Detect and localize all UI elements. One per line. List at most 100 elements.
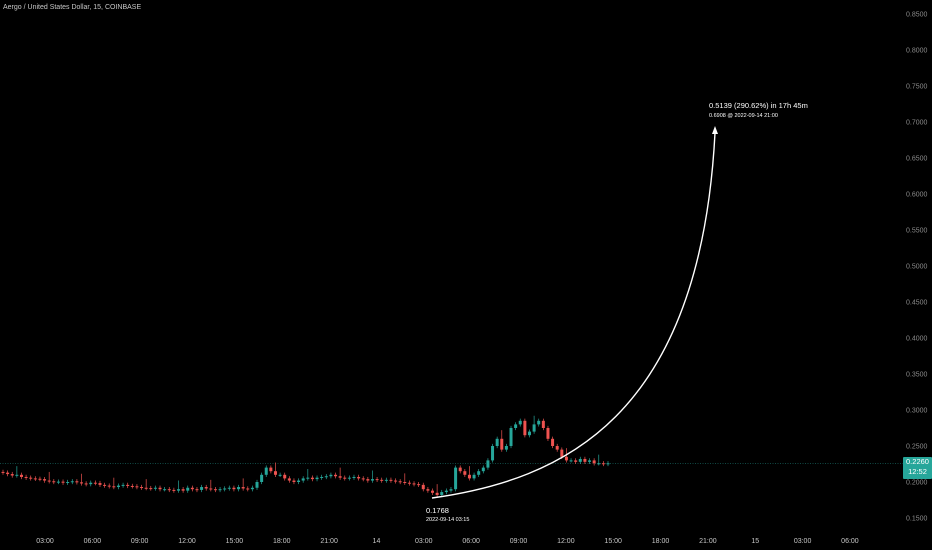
candle-body <box>578 458 582 462</box>
candle-body <box>297 480 301 482</box>
candle-body <box>444 490 448 493</box>
candle-body <box>454 467 458 490</box>
candle-body <box>89 482 93 485</box>
candle-body <box>283 474 287 479</box>
candle-body <box>176 489 180 491</box>
candle-body <box>167 489 171 491</box>
candle-body <box>555 446 559 450</box>
candle-body <box>375 479 379 481</box>
x-tick-label: 09:00 <box>131 538 149 545</box>
candle-body <box>431 490 435 493</box>
x-tick-label: 15:00 <box>604 538 622 545</box>
candle-body <box>472 474 476 479</box>
y-tick-label: 0.3000 <box>906 408 928 415</box>
candle-body <box>310 477 314 480</box>
candle-body <box>107 485 111 487</box>
candle-body <box>491 446 495 461</box>
candle-body <box>43 479 47 481</box>
candle-body <box>384 479 388 481</box>
x-tick-label: 12:00 <box>178 538 196 545</box>
candle-body <box>33 478 37 480</box>
candle-body <box>29 477 33 479</box>
candle-body <box>574 460 578 462</box>
candle-body <box>116 485 120 488</box>
candle-body <box>500 438 504 450</box>
candle-body <box>514 424 518 428</box>
x-tick-label: 09:00 <box>510 538 528 545</box>
x-axis: 03:00 06:00 09:00 12:00 15:00 18:00 21:00 14 03:… <box>36 538 859 545</box>
candle-body <box>306 477 310 479</box>
candle-body <box>112 486 116 488</box>
last-price-badge: 0.2260 12:52 <box>903 457 932 479</box>
candle-body <box>329 474 333 477</box>
bar-countdown: 12:52 <box>908 467 927 476</box>
candle-body <box>172 489 176 491</box>
candle-body <box>273 471 277 475</box>
candle-body <box>1 471 5 473</box>
candle-body <box>163 489 167 491</box>
candle-body <box>223 488 227 490</box>
candle-body <box>260 474 264 482</box>
candle-body <box>287 478 291 481</box>
candle-body <box>204 487 208 489</box>
candle-body <box>130 485 134 487</box>
candle-body <box>357 476 361 479</box>
x-tick-label: 15:00 <box>226 538 244 545</box>
candle-body <box>56 481 60 483</box>
candle-body <box>269 467 273 472</box>
candle-body <box>213 489 217 491</box>
y-tick-label: 0.6500 <box>906 156 928 163</box>
x-tick-label: 06:00 <box>841 538 859 545</box>
end-summary-label: 0.5139 (290.62%) in 17h 45m <box>709 101 808 110</box>
candle-body <box>241 487 245 489</box>
candle-body <box>551 438 555 446</box>
x-tick-label: 06:00 <box>462 538 480 545</box>
candle-body <box>583 458 587 462</box>
candle-body <box>601 463 605 465</box>
candle-body <box>66 482 70 483</box>
candle-body <box>144 487 148 489</box>
y-tick-label: 0.2000 <box>906 480 928 487</box>
x-tick-label: 21:00 <box>699 538 717 545</box>
candle-body <box>24 476 28 478</box>
candle-body <box>80 482 84 484</box>
candle-body <box>93 482 97 484</box>
candle-body <box>481 467 485 472</box>
candle-body <box>61 481 65 483</box>
start-price-label: 0.1768 <box>426 506 449 515</box>
y-tick-label: 0.6000 <box>906 192 928 199</box>
chart-title: Aergo / United States Dollar, 15, COINBA… <box>3 4 142 11</box>
last-price-value: 0.2260 <box>906 457 929 466</box>
y-tick-label: 0.7500 <box>906 84 928 91</box>
candle-body <box>504 446 508 450</box>
candle-body <box>255 482 259 488</box>
candle-body <box>527 431 531 436</box>
candle-body <box>495 438 499 446</box>
candle-body <box>518 420 522 425</box>
candle-body <box>186 487 190 491</box>
candle-body <box>541 420 545 428</box>
candle-body <box>389 479 393 481</box>
candle-body <box>264 467 268 475</box>
candle-body <box>38 478 42 480</box>
y-tick-label: 0.3500 <box>906 372 928 379</box>
candle-body <box>352 476 356 478</box>
y-axis: 0.8500 0.8000 0.7500 0.7000 0.6500 0.6000 0.55… <box>906 12 928 523</box>
candle-body <box>370 479 374 481</box>
candle-body <box>140 487 144 489</box>
x-tick-label: 06:00 <box>84 538 102 545</box>
candle-body <box>486 460 490 468</box>
candle-body <box>320 476 324 478</box>
candle-body <box>449 489 453 491</box>
candle-body <box>19 474 23 477</box>
candle-body <box>361 478 365 480</box>
y-tick-label: 0.1500 <box>906 516 928 523</box>
candle-body <box>70 481 74 483</box>
candle-body <box>560 449 564 457</box>
x-tick-label: 03:00 <box>36 538 54 545</box>
x-tick-label: 12:00 <box>557 538 575 545</box>
candle-body <box>412 483 416 485</box>
candle-body <box>209 488 213 490</box>
candle-body <box>301 478 305 481</box>
